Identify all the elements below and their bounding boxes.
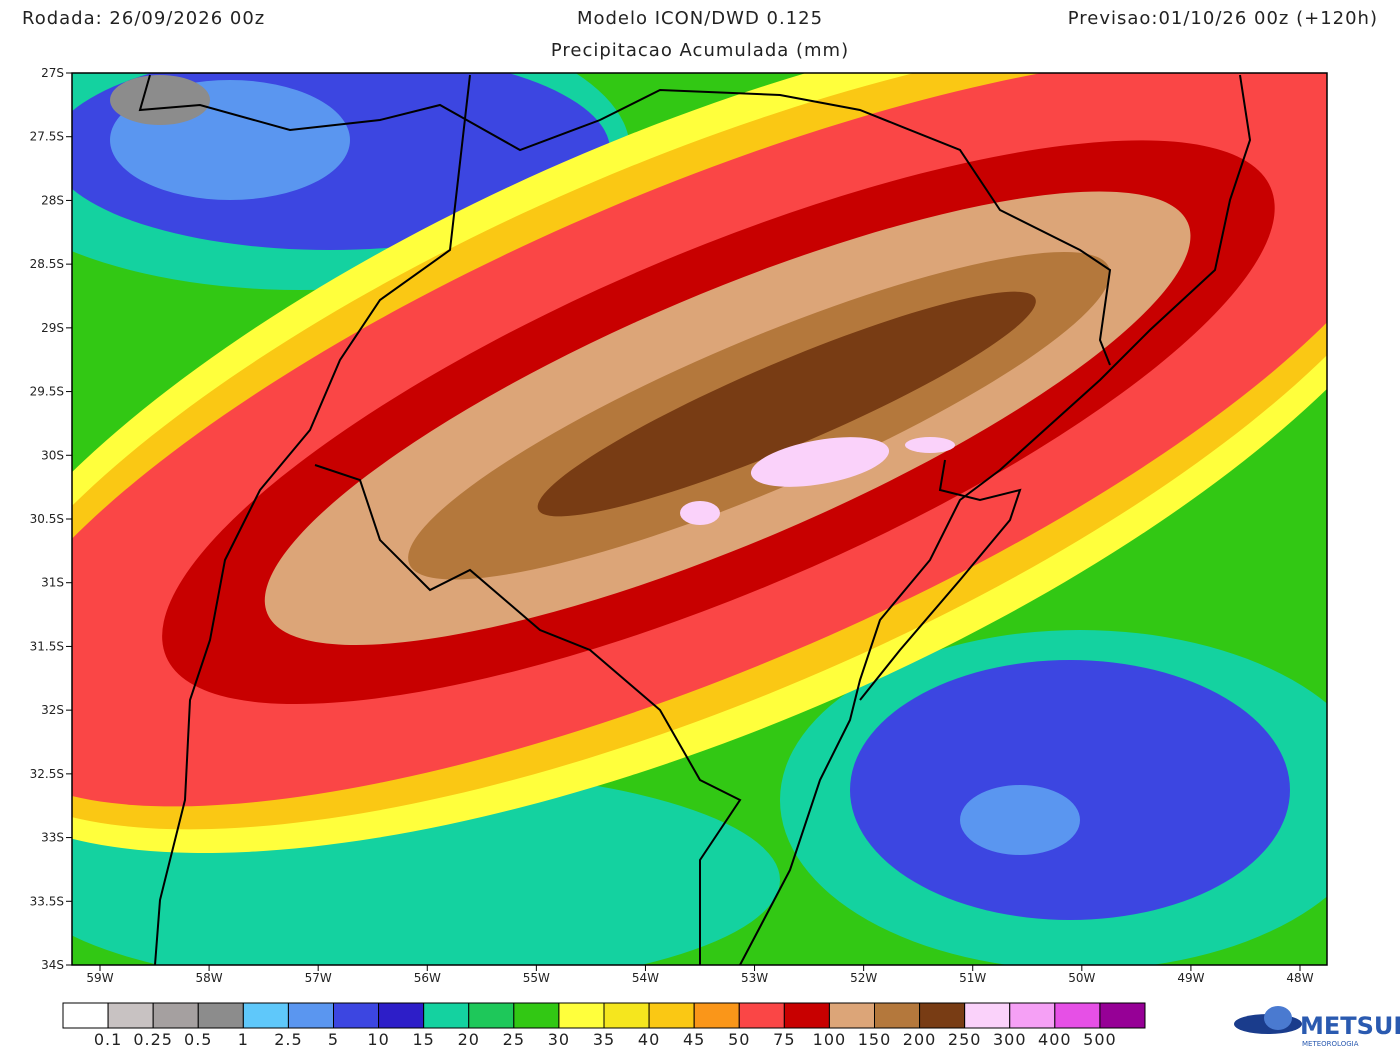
field-area [110, 75, 210, 125]
lat-label: 27.5S [30, 130, 64, 144]
level-label: 25 [503, 1030, 525, 1049]
level-label: 35 [593, 1030, 615, 1049]
lagoon [859, 459, 1022, 701]
color-swatch [107, 1002, 154, 1029]
lat-label: 32S [41, 703, 64, 717]
lon-label: 55W [523, 971, 550, 985]
lat-label: 29.5S [30, 385, 64, 399]
level-label: 150 [858, 1030, 892, 1049]
color-swatch [513, 1002, 560, 1029]
lat-label: 31.5S [30, 639, 64, 653]
field-area [905, 437, 955, 453]
logo: METSUL METEOROLOGIA [1234, 1006, 1400, 1048]
lat-label: 28.5S [30, 257, 64, 271]
level-label: 500 [1083, 1030, 1117, 1049]
level-label: 5 [328, 1030, 339, 1049]
color-swatch [197, 1002, 244, 1029]
level-label: 0.1 [94, 1030, 122, 1049]
level-label: 0.25 [133, 1030, 173, 1049]
color-swatch [423, 1002, 470, 1029]
level-label: 75 [773, 1030, 795, 1049]
lat-label: 31S [41, 576, 64, 590]
lat-label: 33.5S [30, 894, 64, 908]
color-swatch [333, 1002, 380, 1029]
lat-label: 27S [41, 66, 64, 80]
border [138, 74, 1112, 366]
level-label: 50 [728, 1030, 750, 1049]
color-swatch [783, 1002, 830, 1029]
color-swatch [738, 1002, 785, 1029]
color-swatch [468, 1002, 515, 1029]
lon-label: 54W [632, 971, 659, 985]
precip-field [72, 73, 1327, 965]
color-swatch [378, 1002, 425, 1029]
level-label: 40 [638, 1030, 660, 1049]
border [154, 74, 471, 965]
subtitle: Precipitacao Acumulada (mm) [551, 40, 849, 61]
field-area [680, 501, 720, 525]
level-label: 0.5 [184, 1030, 212, 1049]
field-area [537, 291, 1036, 517]
level-label: 250 [948, 1030, 982, 1049]
logo-name: METSUL [1300, 1012, 1400, 1040]
lon-label: 49W [1177, 971, 1204, 985]
lat-label: 30.5S [30, 512, 64, 526]
level-label: 200 [903, 1030, 937, 1049]
level-label: 30 [548, 1030, 570, 1049]
borders [138, 74, 1252, 965]
lat-label: 29S [41, 321, 64, 335]
color-swatch [1099, 1002, 1146, 1029]
level-label: 100 [813, 1030, 847, 1049]
lon-label: 59W [86, 971, 113, 985]
lon-label: 58W [196, 971, 223, 985]
run-label: Rodada: 26/09/2026 00z [22, 8, 265, 29]
level-label: 45 [683, 1030, 705, 1049]
logo-globe [1264, 1006, 1292, 1030]
color-swatch [152, 1002, 199, 1029]
level-label: 2.5 [274, 1030, 302, 1049]
field-area [850, 660, 1290, 920]
color-swatch [62, 1002, 109, 1029]
level-label: 1 [238, 1030, 249, 1049]
logo-tagline: METEOROLOGIA [1302, 1040, 1359, 1048]
color-swatch [919, 1002, 966, 1029]
lat-label: 28S [41, 193, 64, 207]
model-label: Modelo ICON/DWD 0.125 [577, 8, 823, 29]
color-swatch [693, 1002, 740, 1029]
lon-label: 51W [959, 971, 986, 985]
color-swatch [242, 1002, 289, 1029]
level-label: 400 [1038, 1030, 1072, 1049]
color-swatch [287, 1002, 334, 1029]
color-swatch [558, 1002, 605, 1029]
lon-label: 50W [1068, 971, 1095, 985]
color-swatch [874, 1002, 921, 1029]
color-swatch [1009, 1002, 1056, 1029]
lon-label: 52W [850, 971, 877, 985]
color-swatch [964, 1002, 1011, 1029]
level-label: 15 [412, 1030, 434, 1049]
lat-label: 32.5S [30, 767, 64, 781]
color-swatch [648, 1002, 695, 1029]
lat-label: 30S [41, 448, 64, 462]
level-label: 300 [993, 1030, 1027, 1049]
lat-label: 34S [41, 958, 64, 972]
lon-label: 48W [1286, 971, 1313, 985]
forecast-label: Previsao:01/10/26 00z (+120h) [1068, 8, 1378, 29]
color-swatch [1054, 1002, 1101, 1029]
field-area [960, 785, 1080, 855]
level-label: 10 [367, 1030, 389, 1049]
border [314, 464, 742, 965]
coastline [739, 74, 1252, 965]
level-label: 20 [458, 1030, 480, 1049]
lon-label: 53W [741, 971, 768, 985]
lat-label: 33S [41, 831, 64, 845]
field-area [750, 437, 890, 487]
lon-label: 56W [414, 971, 441, 985]
lon-label: 57W [305, 971, 332, 985]
color-swatch [828, 1002, 876, 1029]
color-swatch [603, 1002, 650, 1029]
